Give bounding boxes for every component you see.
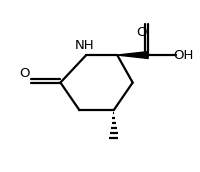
Text: O: O [136, 26, 147, 39]
Polygon shape [117, 52, 148, 58]
Text: O: O [19, 67, 30, 80]
Text: NH: NH [75, 39, 94, 52]
Text: OH: OH [173, 49, 194, 62]
